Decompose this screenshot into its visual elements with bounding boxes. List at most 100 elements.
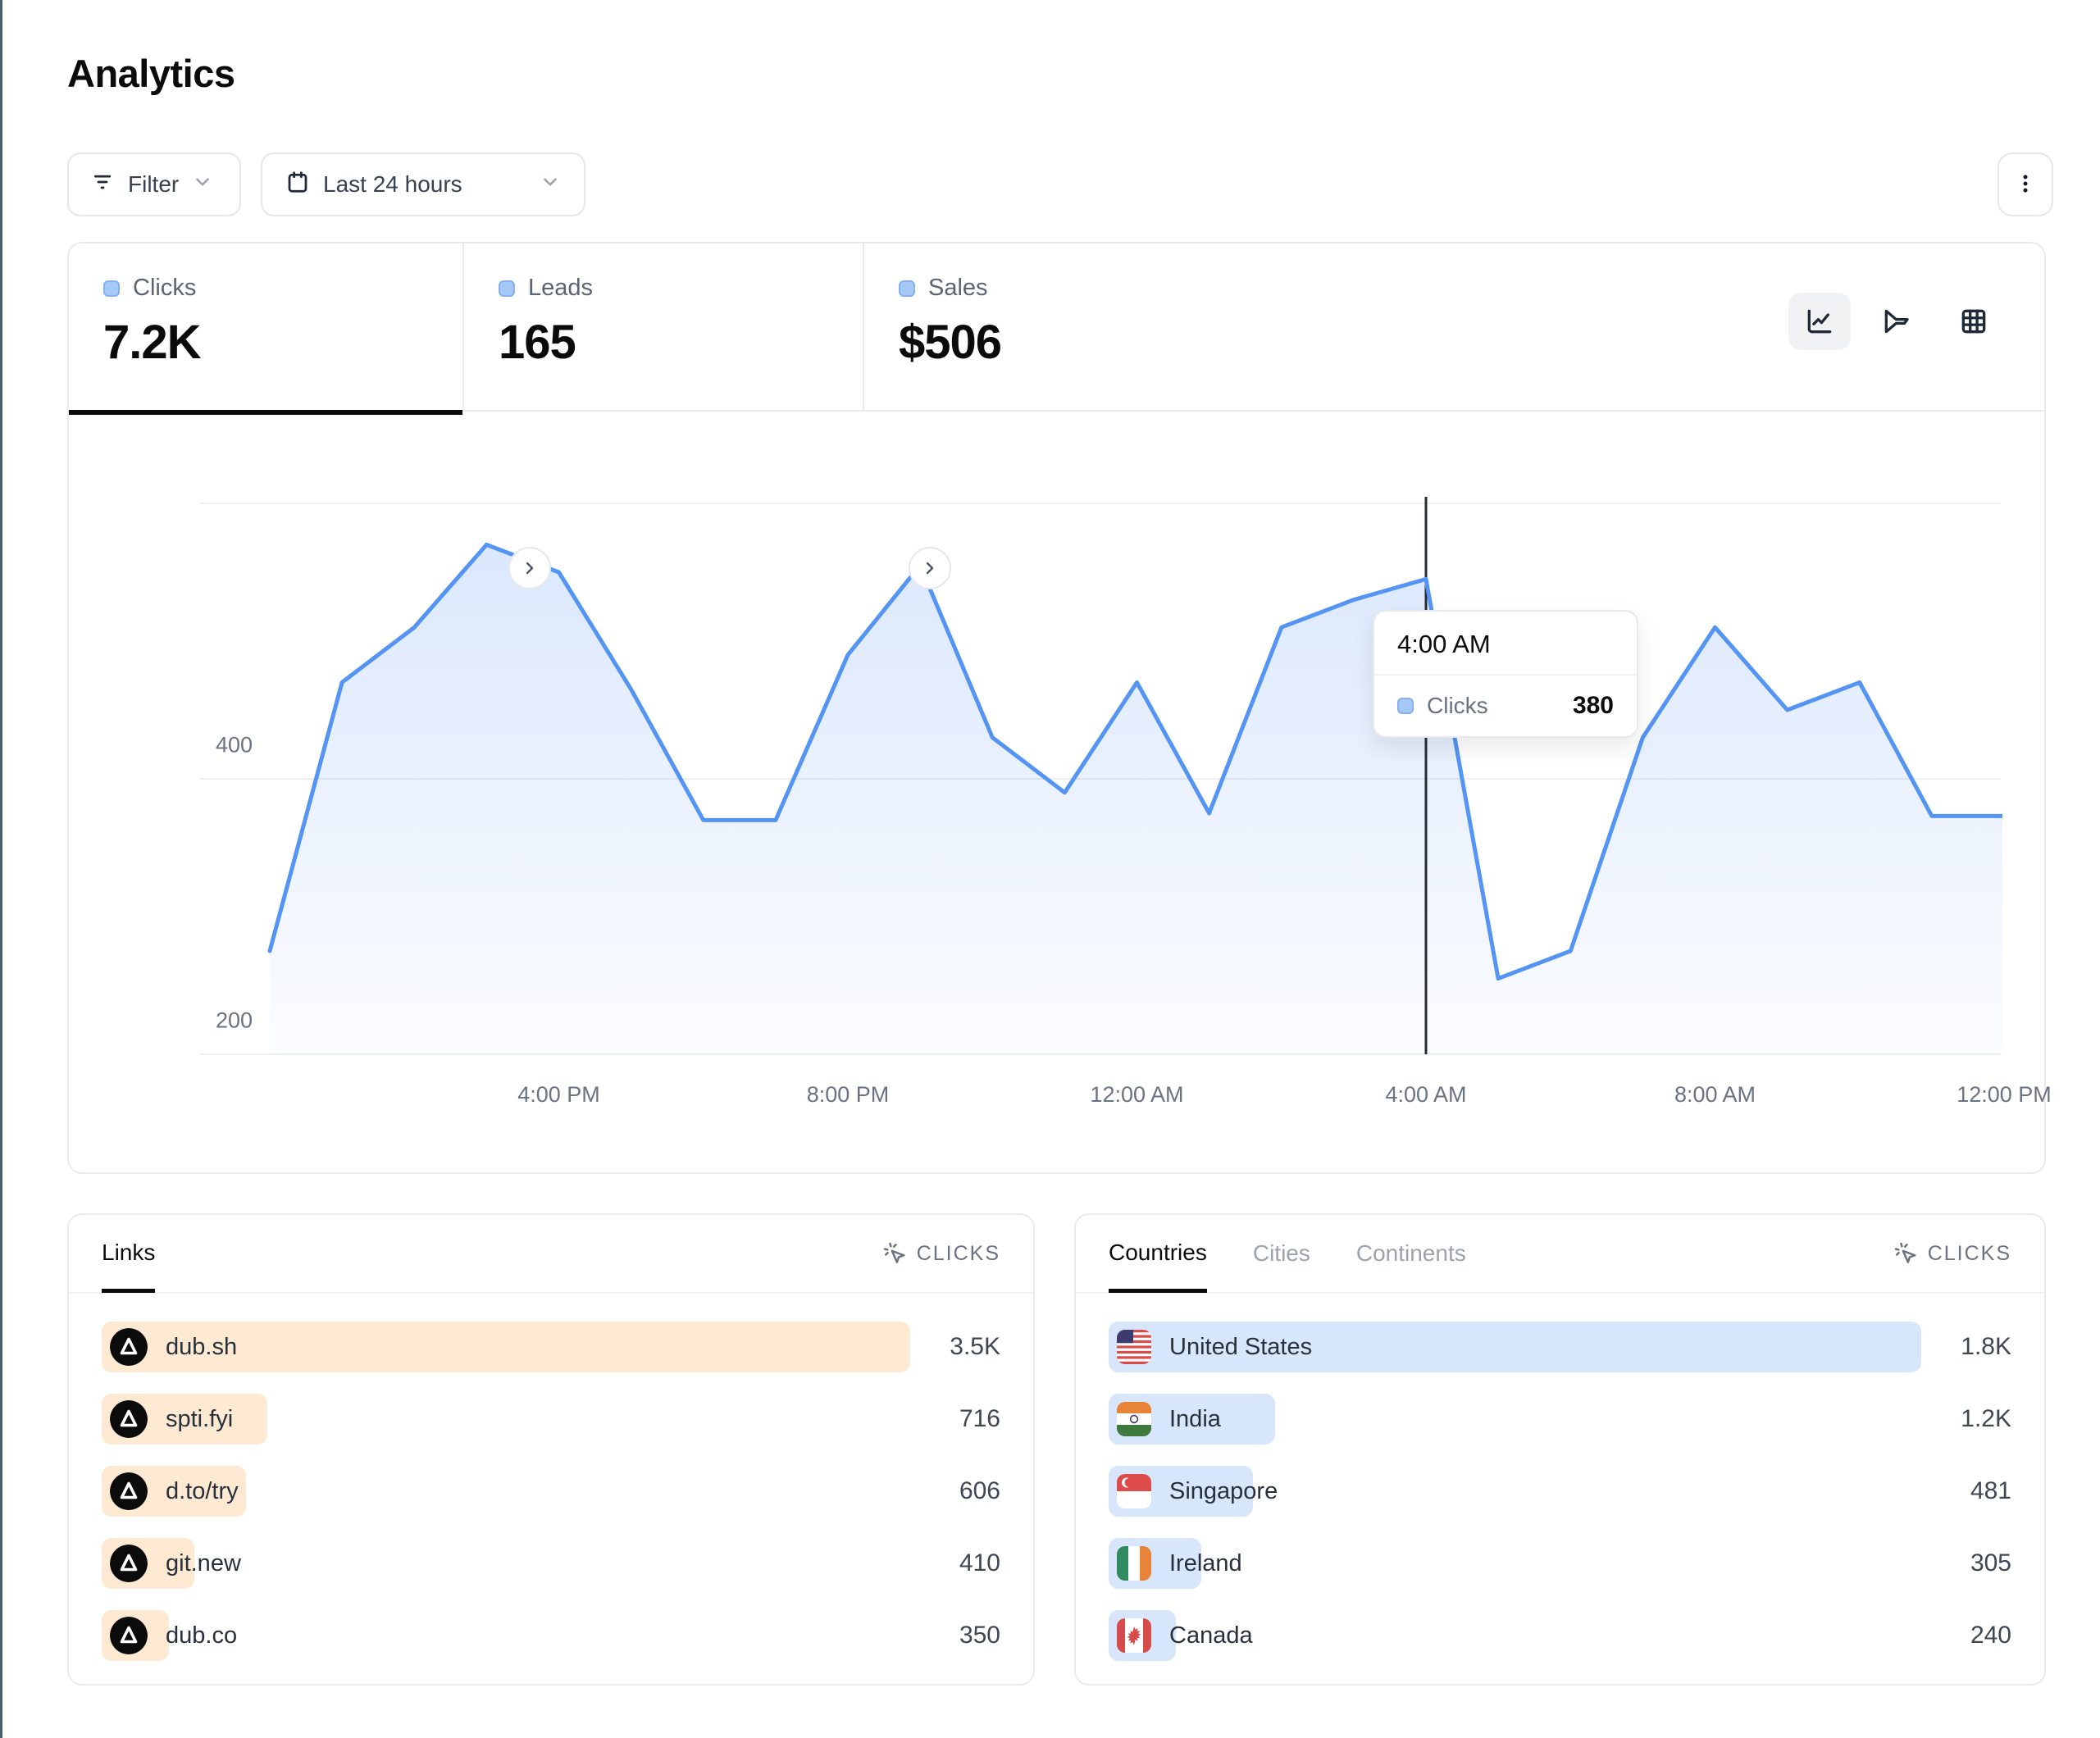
- link-bar: [102, 1322, 910, 1372]
- link-value: 606: [959, 1477, 1000, 1504]
- filter-button-label: Filter: [128, 171, 180, 197]
- dub-favicon: [110, 1617, 148, 1654]
- dub-favicon: [110, 1328, 148, 1366]
- kebab-menu-icon: [2013, 171, 2038, 198]
- country-row[interactable]: Singapore 481: [1109, 1466, 2011, 1517]
- clicks-series-line: [267, 542, 2002, 981]
- page-title: Analytics: [67, 52, 235, 95]
- country-value: 1.8K: [1961, 1333, 2011, 1360]
- link-row[interactable]: d.to/try 606: [102, 1466, 1000, 1517]
- links-metric[interactable]: CLICKS: [882, 1241, 1000, 1266]
- tab-sales-value: $506: [899, 316, 1002, 369]
- flag-ca-icon: [1117, 1618, 1151, 1653]
- link-label: spti.fyi: [166, 1405, 234, 1432]
- dub-favicon: [110, 1472, 148, 1510]
- tab-leads[interactable]: Leads 165: [462, 243, 863, 412]
- tab-countries[interactable]: Countries: [1109, 1216, 1207, 1293]
- active-tab-underline: [69, 410, 462, 415]
- country-label: India: [1169, 1405, 1221, 1432]
- tab-leads-label: Leads: [528, 275, 594, 301]
- date-range-label: Last 24 hours: [323, 171, 462, 197]
- tab-clicks-label: Clicks: [133, 275, 197, 301]
- y-axis-label: 200: [215, 1008, 253, 1033]
- country-row[interactable]: Canada 240: [1109, 1610, 2011, 1661]
- country-label: Canada: [1169, 1622, 1253, 1649]
- country-row[interactable]: Ireland 305: [1109, 1538, 2011, 1589]
- flag-sg-icon: [1117, 1474, 1151, 1508]
- link-value: 410: [959, 1549, 1000, 1576]
- country-label: United States: [1169, 1333, 1313, 1360]
- expand-clicks-button[interactable]: [508, 547, 551, 589]
- more-options-button[interactable]: [1998, 152, 2053, 216]
- sales-legend-icon: [899, 280, 915, 297]
- cursor-click-icon: [883, 1242, 905, 1263]
- country-label: Ireland: [1169, 1549, 1242, 1576]
- x-axis-label: 4:00 PM: [517, 1082, 600, 1107]
- window-edge-strip: [0, 0, 2, 1738]
- x-axis-label: 8:00 PM: [806, 1082, 890, 1107]
- tab-links[interactable]: Links: [102, 1216, 156, 1293]
- tab-sales-label: Sales: [928, 275, 988, 301]
- analytics-card: Clicks 7.2K Leads 165 Sales $506: [67, 242, 2052, 1308]
- link-row[interactable]: dub.co 350: [102, 1610, 1000, 1661]
- tooltip-series-label: Clicks: [1427, 693, 1488, 718]
- tab-sales[interactable]: Sales $506: [863, 243, 2046, 412]
- links-metric-label: CLICKS: [916, 1241, 1000, 1265]
- dub-favicon: [110, 1400, 148, 1438]
- tab-clicks[interactable]: Clicks 7.2K: [69, 243, 462, 412]
- link-label: git.new: [166, 1549, 241, 1576]
- countries-metric[interactable]: CLICKS: [1893, 1241, 2011, 1266]
- dub-favicon: [110, 1545, 148, 1582]
- funnel-view-button[interactable]: [1865, 293, 1928, 350]
- chevron-right-icon: [926, 562, 934, 575]
- dub-favicon: [110, 1472, 148, 1510]
- leads-legend-icon: [499, 280, 515, 297]
- link-value: 716: [959, 1405, 1000, 1432]
- funnel-icon: [1884, 309, 1909, 334]
- flag-ie-icon: [1117, 1546, 1151, 1581]
- link-row[interactable]: dub.sh 3.5K: [102, 1322, 1000, 1372]
- tooltip-value: 380: [1572, 692, 1614, 719]
- country-row[interactable]: India 1.2K: [1109, 1394, 2011, 1445]
- chart-area-fill: [270, 544, 2002, 1054]
- line-chart-icon: [1807, 309, 1832, 334]
- dub-favicon: [110, 1617, 148, 1654]
- x-axis-label: 4:00 AM: [1385, 1082, 1467, 1107]
- table-view-button[interactable]: [1943, 293, 2005, 350]
- tab-leads-value: 165: [499, 316, 576, 369]
- link-label: dub.co: [166, 1622, 238, 1649]
- date-range-button[interactable]: Last 24 hours: [261, 152, 585, 216]
- clicks-line-chart[interactable]: [198, 490, 2002, 1058]
- x-axis-label: 8:00 AM: [1674, 1082, 1756, 1107]
- calendar-icon: [285, 170, 310, 200]
- x-axis-label: 12:00 PM: [1957, 1082, 2052, 1107]
- expand-leads-button[interactable]: [909, 547, 951, 589]
- tab-continents[interactable]: Continents: [1355, 1240, 1466, 1266]
- dub-favicon: [110, 1328, 148, 1366]
- flag-us-icon: [1117, 1330, 1151, 1364]
- chevron-down-icon: [192, 171, 213, 198]
- country-row[interactable]: United States 1.8K: [1109, 1322, 2011, 1372]
- filter-button[interactable]: Filter: [67, 152, 241, 216]
- tab-cities[interactable]: Cities: [1252, 1240, 1310, 1266]
- y-axis-label: 400: [215, 732, 253, 758]
- chart-tooltip: 4:00 AM Clicks 380: [1373, 610, 1638, 738]
- clicks-legend-icon: [103, 280, 120, 297]
- flag-in-icon: [1117, 1402, 1151, 1436]
- cursor-click-icon: [1894, 1242, 1916, 1263]
- chart-type-switcher: [1788, 293, 2005, 350]
- tooltip-time: 4:00 AM: [1397, 630, 1491, 658]
- link-row[interactable]: spti.fyi 716: [102, 1394, 1000, 1445]
- link-row[interactable]: git.new 410: [102, 1538, 1000, 1589]
- countries-panel: Countries Cities Continents CLICKS Unite…: [1074, 1213, 2046, 1686]
- link-value: 3.5K: [950, 1333, 1000, 1360]
- link-label: dub.sh: [166, 1333, 238, 1360]
- chevron-down-icon: [540, 171, 561, 198]
- country-bar: [1109, 1322, 1921, 1372]
- chevron-right-icon: [526, 562, 534, 575]
- line-chart-view-button[interactable]: [1788, 293, 1851, 350]
- tab-clicks-value: 7.2K: [103, 316, 202, 369]
- dub-favicon: [110, 1545, 148, 1582]
- links-panel: Links CLICKS dub.sh 3.5K spti.fyi 716 d.to…: [67, 1213, 1035, 1686]
